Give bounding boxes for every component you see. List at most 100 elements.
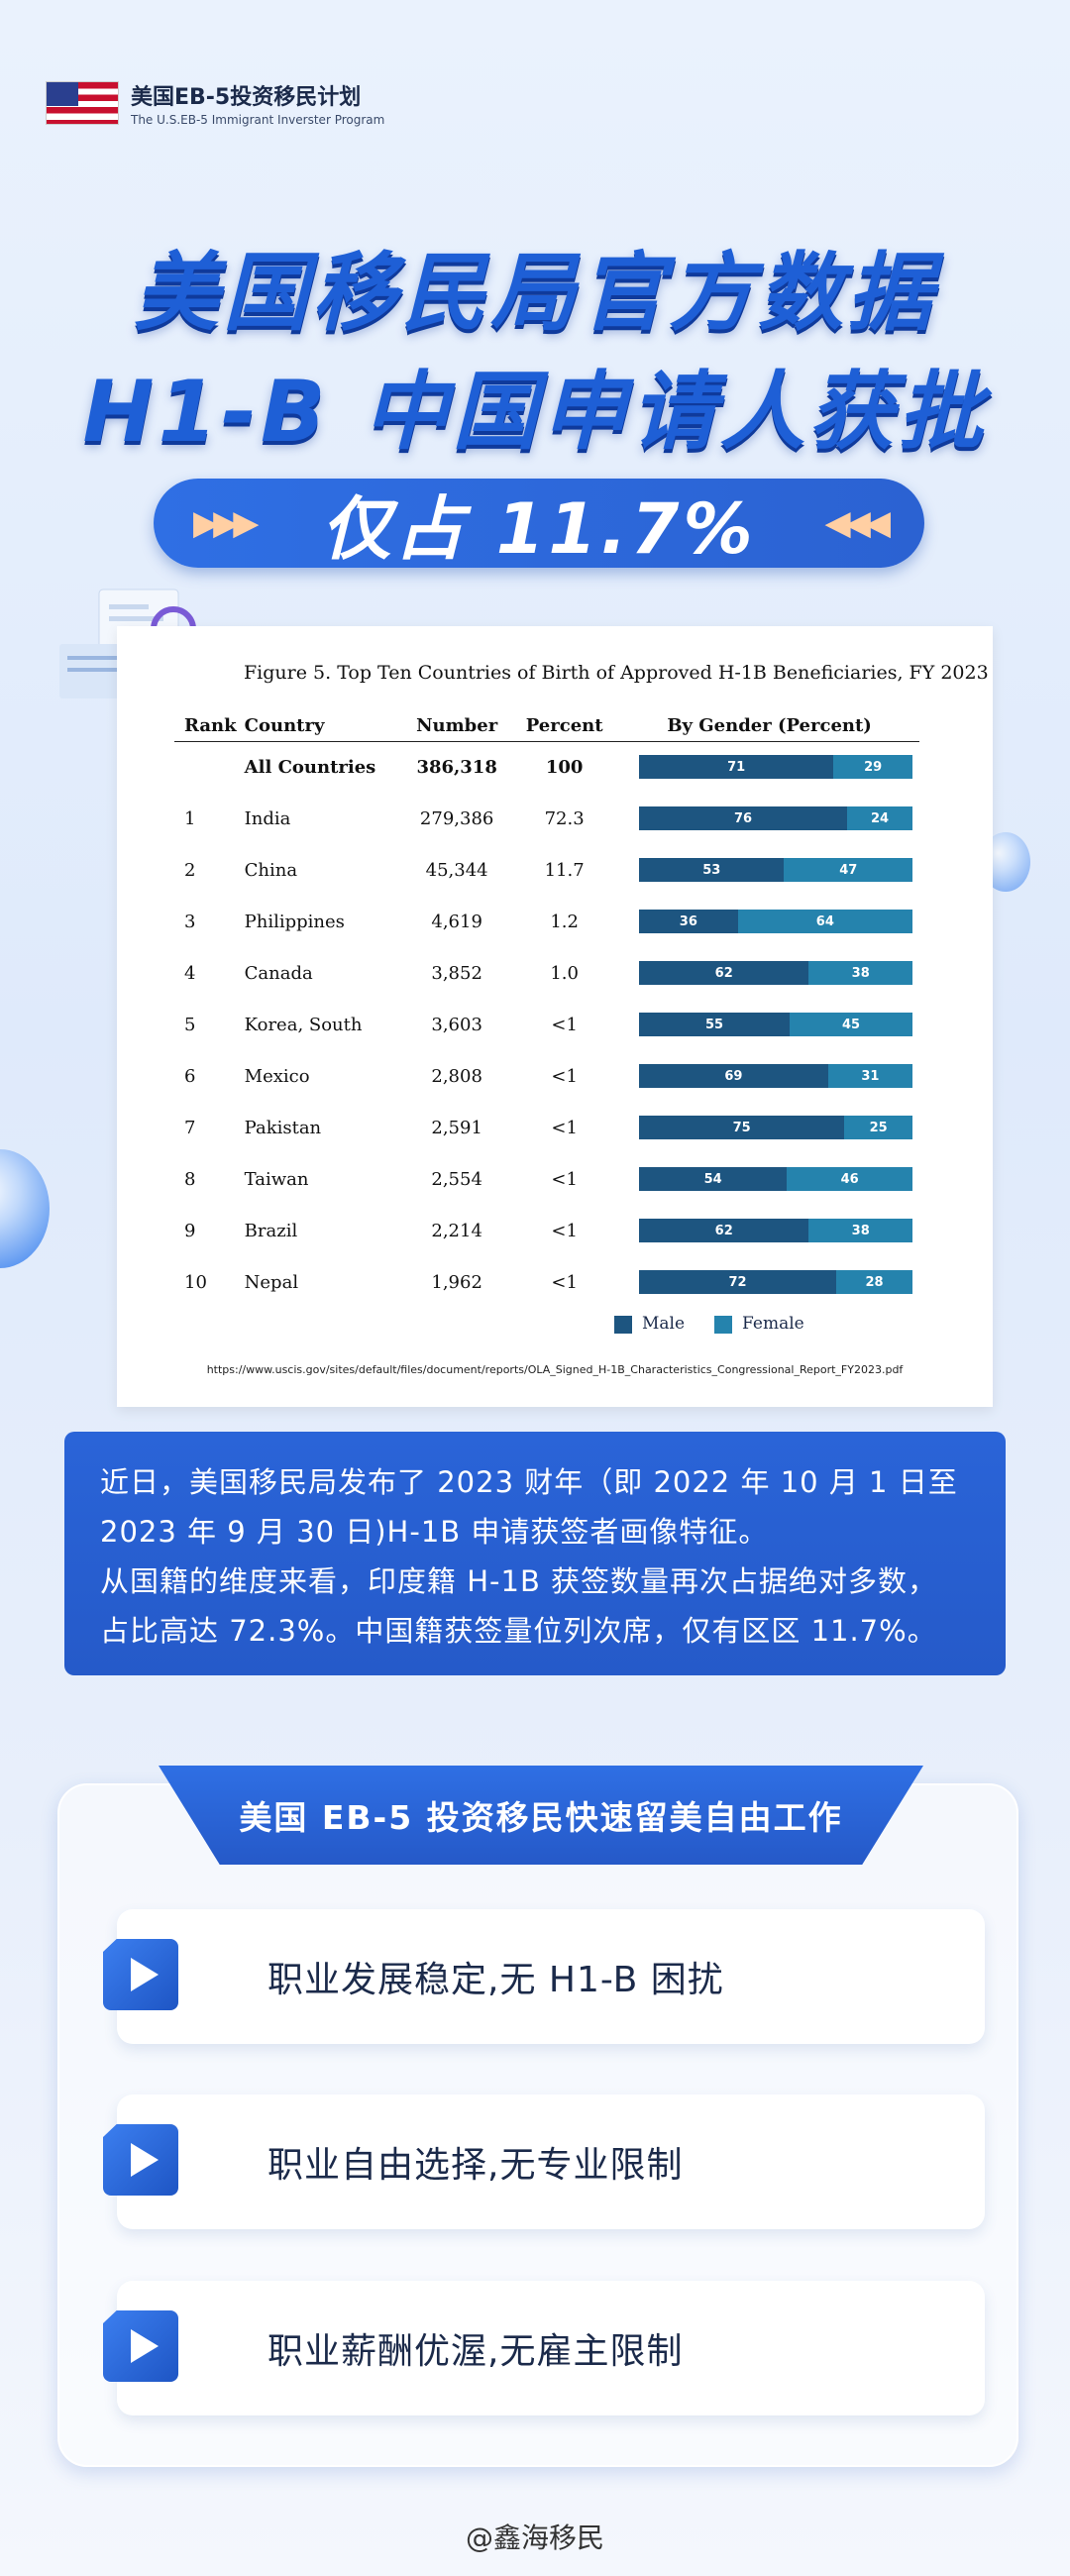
gender-bar: 69 31 bbox=[639, 1064, 913, 1088]
gender-bar: 62 38 bbox=[639, 1219, 913, 1242]
cell-gender-bar: 75 25 bbox=[619, 1102, 919, 1153]
play-icon bbox=[103, 1939, 178, 2010]
cell-rank: 3 bbox=[184, 911, 196, 932]
cell-percent: <1 bbox=[551, 1014, 578, 1035]
cell-rank: 8 bbox=[184, 1168, 196, 1190]
gender-bar: 62 38 bbox=[639, 961, 913, 985]
header-percent: Percent bbox=[509, 711, 620, 742]
cell-percent: 100 bbox=[545, 756, 584, 778]
panel-title: 美国 EB-5 投资移民快速留美自由工作 bbox=[159, 1766, 923, 1865]
cell-gender-bar: 76 24 bbox=[619, 793, 919, 844]
cell-country: Mexico bbox=[244, 1065, 310, 1087]
brand-name-en: The U.S.EB-5 Immigrant Inverster Program bbox=[131, 113, 385, 127]
header-gender: By Gender (Percent) bbox=[619, 711, 919, 742]
cell-country: Nepal bbox=[244, 1271, 299, 1293]
table-row: 2 China 45,344 11.7 53 47 bbox=[174, 844, 919, 896]
male-segment: 72 bbox=[639, 1270, 836, 1294]
cell-number: 1,962 bbox=[431, 1271, 482, 1293]
watermark: @鑫海移民 bbox=[465, 2522, 604, 2554]
header-rank: Rank bbox=[174, 711, 245, 742]
cell-percent: <1 bbox=[551, 1271, 578, 1293]
cell-country: Taiwan bbox=[244, 1168, 309, 1190]
male-segment: 53 bbox=[639, 858, 785, 882]
benefit-label: 职业发展稳定,无 H1-B 困扰 bbox=[268, 1960, 724, 2000]
cell-rank: 9 bbox=[184, 1220, 196, 1241]
table-row: 7 Pakistan 2,591 <1 75 25 bbox=[174, 1102, 919, 1153]
male-segment: 76 bbox=[639, 806, 847, 830]
cell-gender-bar: 54 46 bbox=[619, 1153, 919, 1205]
male-segment: 69 bbox=[639, 1064, 828, 1088]
gender-bar: 72 28 bbox=[639, 1270, 913, 1294]
cell-number: 2,591 bbox=[431, 1117, 482, 1138]
header-country: Country bbox=[244, 711, 405, 742]
cell-percent: 1.0 bbox=[550, 962, 579, 984]
cell-rank: 6 bbox=[184, 1065, 196, 1087]
hero-highlight-pill: ▶▶▶ 仅占 11.7% ◀◀◀ bbox=[154, 479, 924, 570]
decor-bubble-left bbox=[0, 1149, 50, 1268]
cell-country: Canada bbox=[244, 962, 313, 984]
male-segment: 54 bbox=[639, 1167, 788, 1191]
cell-country: Brazil bbox=[244, 1220, 298, 1241]
cell-number: 386,318 bbox=[416, 756, 497, 778]
benefit-item: 职业自由选择,无专业限制 bbox=[103, 2094, 985, 2229]
legend-male: Male bbox=[614, 1314, 685, 1334]
gender-bar: 76 24 bbox=[639, 806, 913, 830]
cell-rank: 10 bbox=[184, 1271, 207, 1293]
table-row: 3 Philippines 4,619 1.2 36 64 bbox=[174, 896, 919, 947]
cell-country: Korea, South bbox=[244, 1014, 363, 1035]
female-segment: 47 bbox=[784, 858, 913, 882]
female-segment: 38 bbox=[808, 961, 913, 985]
cell-number: 2,554 bbox=[431, 1168, 482, 1190]
male-segment: 62 bbox=[639, 961, 809, 985]
table-row: 9 Brazil 2,214 <1 62 38 bbox=[174, 1205, 919, 1256]
gender-bar: 75 25 bbox=[639, 1116, 913, 1139]
cell-percent: 11.7 bbox=[544, 859, 585, 881]
cell-percent: 72.3 bbox=[544, 807, 585, 829]
cell-number: 2,214 bbox=[431, 1220, 482, 1241]
hero-title-line2: H1-B 中国申请人获批 bbox=[82, 363, 988, 462]
cell-country: India bbox=[244, 807, 291, 829]
table-row: 4 Canada 3,852 1.0 62 38 bbox=[174, 947, 919, 999]
female-segment: 28 bbox=[835, 1270, 913, 1294]
summary-line: 占比高达 72.3%。中国籍获签量位列次席，仅有区区 11.7%。 bbox=[100, 1614, 937, 1648]
gender-bar: 53 47 bbox=[639, 858, 913, 882]
summary-line: 从国籍的维度来看，印度籍 H-1B 获签数量再次占据绝对多数， bbox=[100, 1564, 938, 1598]
highlight-text: 仅占 11.7% bbox=[321, 487, 757, 570]
summary-box: 近日，美国移民局发布了 2023 财年（即 2022 年 10 月 1 日至 2… bbox=[64, 1432, 1006, 1675]
play-icon bbox=[103, 2310, 178, 2382]
female-segment: 46 bbox=[787, 1167, 913, 1191]
cell-percent: <1 bbox=[551, 1065, 578, 1087]
cell-country: Pakistan bbox=[244, 1117, 322, 1138]
summary-line: 近日，美国移民局发布了 2023 财年（即 2022 年 10 月 1 日至 bbox=[100, 1465, 958, 1499]
arrows-left-icon: ◀◀◀ bbox=[824, 503, 891, 543]
female-segment: 31 bbox=[827, 1064, 913, 1088]
us-flag-icon bbox=[46, 81, 119, 125]
cell-number: 3,852 bbox=[431, 962, 482, 984]
figure-title: Figure 5. Top Ten Countries of Birth of … bbox=[244, 662, 989, 684]
female-segment: 29 bbox=[833, 755, 913, 780]
cell-percent: 1.2 bbox=[550, 911, 579, 932]
cell-number: 3,603 bbox=[431, 1014, 482, 1035]
benefit-item: 职业发展稳定,无 H1-B 困扰 bbox=[103, 1909, 985, 2044]
cell-gender-bar: 62 38 bbox=[619, 1205, 919, 1256]
gender-bar: 36 64 bbox=[639, 910, 913, 933]
cell-percent: <1 bbox=[551, 1168, 578, 1190]
cell-gender-bar: 36 64 bbox=[619, 896, 919, 947]
female-segment: 24 bbox=[846, 806, 913, 830]
source-url: https://www.uscis.gov/sites/default/file… bbox=[206, 1363, 904, 1376]
benefit-label: 职业自由选择,无专业限制 bbox=[268, 2145, 684, 2186]
cell-rank: 2 bbox=[184, 859, 196, 881]
hero-title-line1: 美国移民局官方数据 bbox=[134, 244, 936, 343]
play-icon bbox=[103, 2124, 178, 2196]
cell-number: 45,344 bbox=[425, 859, 488, 881]
benefit-item: 职业薪酬优渥,无雇主限制 bbox=[103, 2281, 985, 2415]
cell-gender-bar: 69 31 bbox=[619, 1050, 919, 1102]
gender-bar: 54 46 bbox=[639, 1167, 913, 1191]
brand-name-cn: 美国EB-5投资移民计划 bbox=[131, 85, 362, 110]
chart-legend: Male Female bbox=[614, 1314, 804, 1334]
female-segment: 25 bbox=[844, 1116, 913, 1139]
figure-card: Figure 5. Top Ten Countries of Birth of … bbox=[117, 626, 993, 1407]
male-segment: 62 bbox=[639, 1219, 809, 1242]
cell-country: Philippines bbox=[244, 911, 345, 932]
table-row: 8 Taiwan 2,554 <1 54 46 bbox=[174, 1153, 919, 1205]
